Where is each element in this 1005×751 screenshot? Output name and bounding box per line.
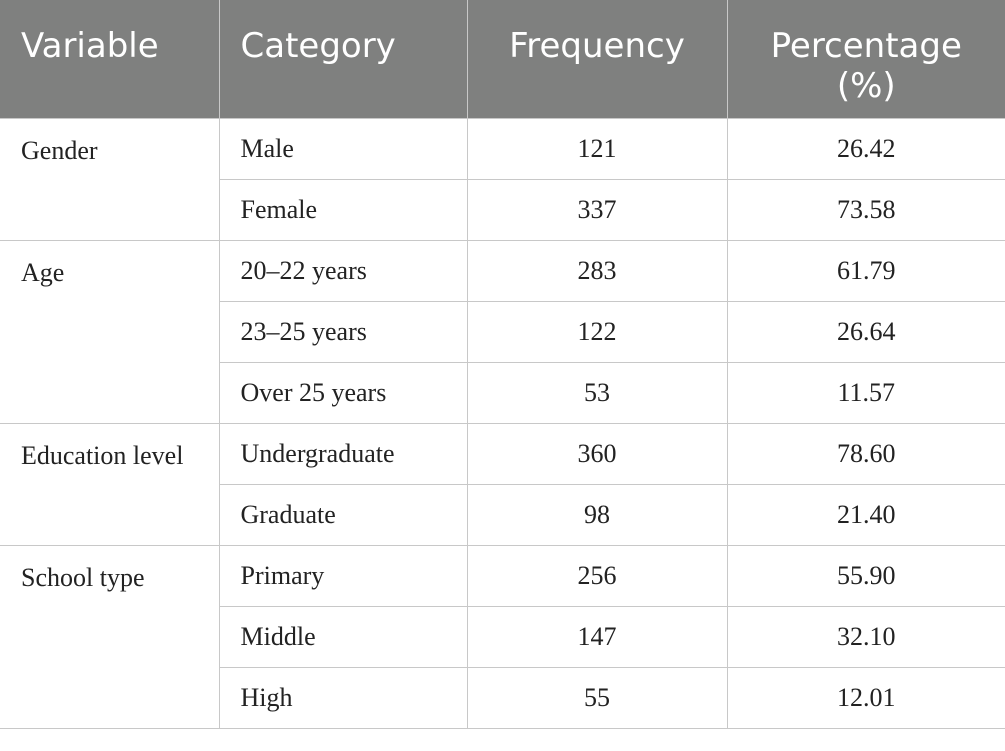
table-row: Female 337 73.58 <box>0 178 1005 240</box>
table-body: Gender Male 121 26.42 Female 337 73.58 A… <box>0 117 1005 729</box>
percentage-cell: 73.58 <box>727 178 1005 240</box>
variable-cell: Gender <box>0 117 220 241</box>
header-frequency: Frequency <box>467 0 728 118</box>
frequency-cell: 256 <box>467 544 728 606</box>
table-row: Education level Undergraduate 360 78.60 <box>0 422 1005 546</box>
variable-cell: Education level <box>0 422 220 546</box>
frequency-cell: 53 <box>467 361 728 423</box>
category-cell: Middle <box>219 605 468 667</box>
category-cell: Graduate <box>219 483 468 545</box>
header-category: Category <box>219 0 468 118</box>
header-variable: Variable <box>0 0 220 118</box>
category-cell: Undergraduate <box>219 422 468 484</box>
demographics-table: Variable Category Frequency Percentage (… <box>0 0 1005 729</box>
category-cell: 23–25 years <box>219 300 468 362</box>
frequency-cell: 283 <box>467 239 728 301</box>
percentage-cell: 21.40 <box>727 483 1005 545</box>
category-cell: 20–22 years <box>219 239 468 301</box>
frequency-cell: 121 <box>467 117 728 179</box>
table-row: Middle 147 32.10 <box>0 605 1005 667</box>
percentage-cell: 26.64 <box>727 300 1005 362</box>
category-cell: Primary <box>219 544 468 606</box>
percentage-cell: 11.57 <box>727 361 1005 423</box>
variable-cell: School type <box>0 544 220 729</box>
table-row: High 55 12.01 <box>0 666 1005 729</box>
percentage-cell: 26.42 <box>727 117 1005 179</box>
category-cell: Female <box>219 178 468 240</box>
percentage-cell: 78.60 <box>727 422 1005 484</box>
frequency-cell: 147 <box>467 605 728 667</box>
table-row: Over 25 years 53 11.57 <box>0 361 1005 423</box>
frequency-cell: 337 <box>467 178 728 240</box>
table-row: Graduate 98 21.40 <box>0 483 1005 545</box>
percentage-cell: 12.01 <box>727 666 1005 729</box>
variable-cell: Age <box>0 239 220 424</box>
header-percentage: Percentage (%) <box>727 0 1005 118</box>
frequency-cell: 98 <box>467 483 728 545</box>
frequency-cell: 360 <box>467 422 728 484</box>
category-cell: Over 25 years <box>219 361 468 423</box>
category-cell: Male <box>219 117 468 179</box>
table-row: 23–25 years 122 26.64 <box>0 300 1005 362</box>
frequency-cell: 55 <box>467 666 728 729</box>
percentage-cell: 32.10 <box>727 605 1005 667</box>
percentage-cell: 55.90 <box>727 544 1005 606</box>
table-header: Variable Category Frequency Percentage (… <box>0 0 1005 118</box>
table-row: School type Primary 256 55.90 <box>0 544 1005 729</box>
category-cell: High <box>219 666 468 729</box>
frequency-cell: 122 <box>467 300 728 362</box>
table-row: Gender Male 121 26.42 <box>0 117 1005 241</box>
percentage-cell: 61.79 <box>727 239 1005 301</box>
header-row: Variable Category Frequency Percentage (… <box>0 0 1005 118</box>
table-row: Age 20–22 years 283 61.79 <box>0 239 1005 424</box>
